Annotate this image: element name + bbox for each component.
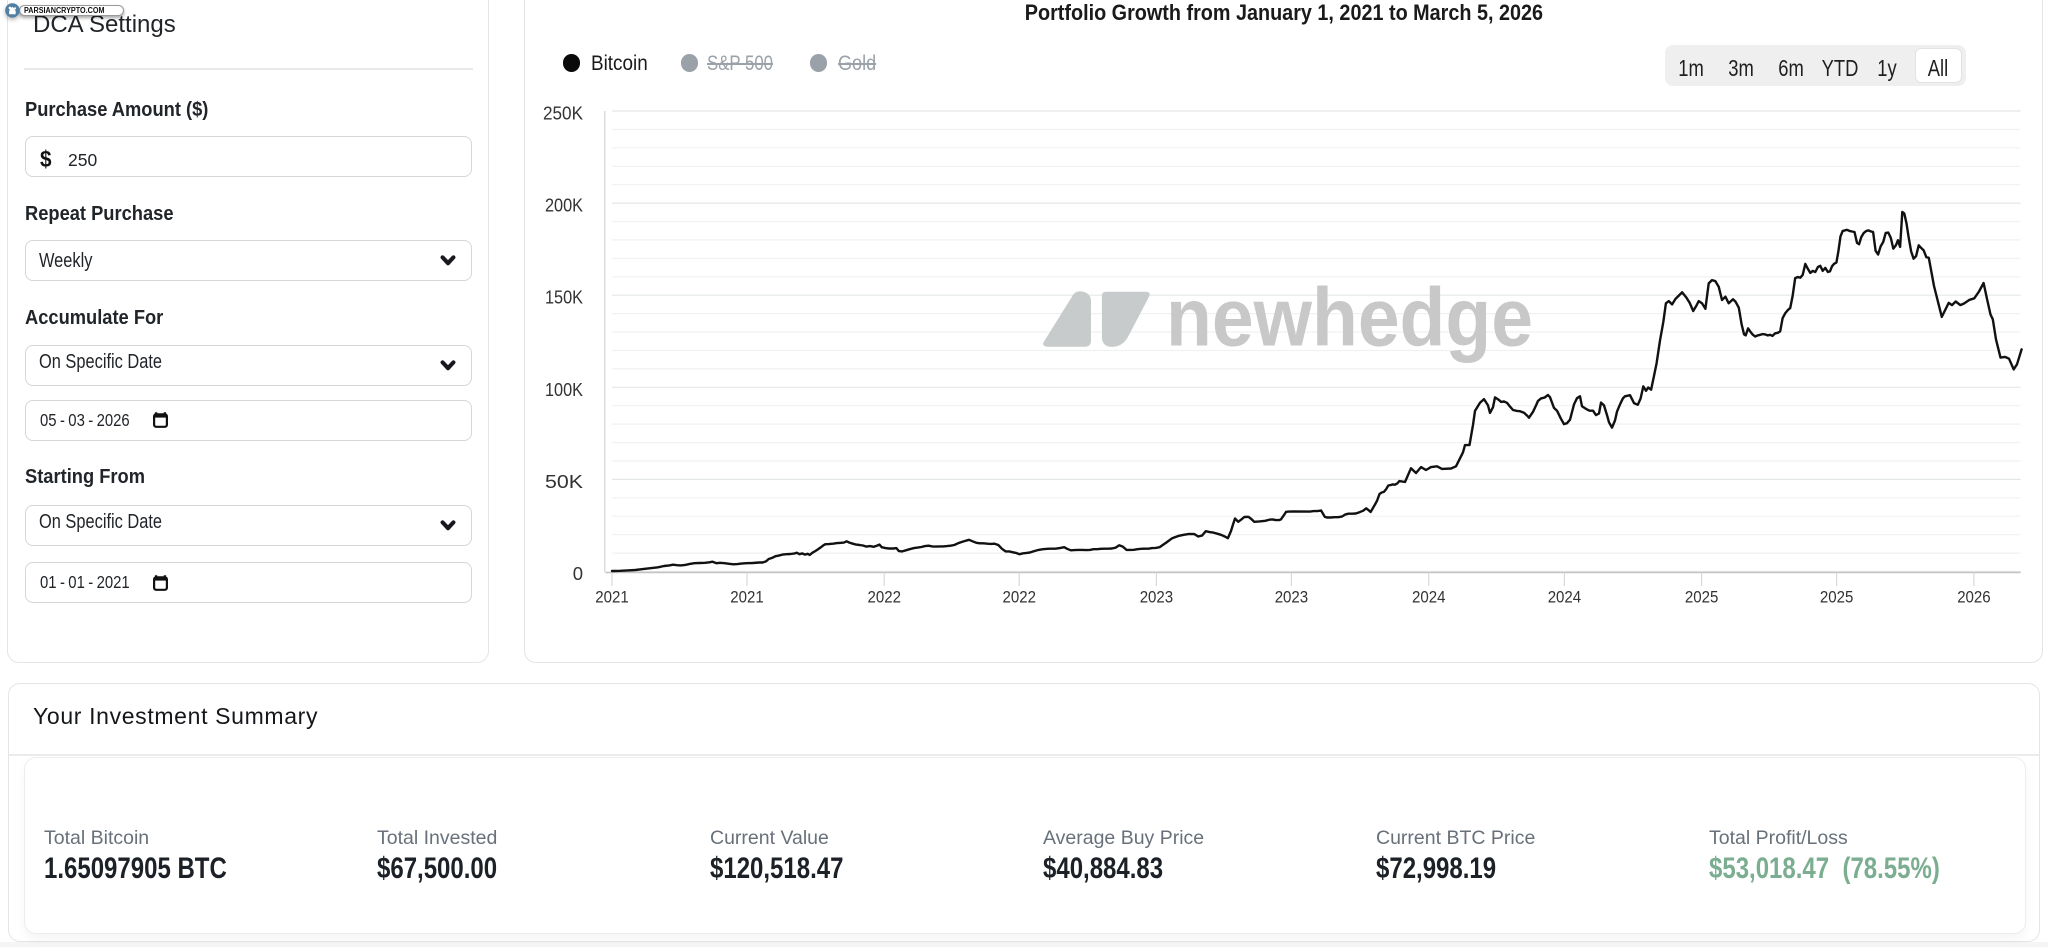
svg-text:0: 0: [573, 563, 583, 584]
svg-text:200K: 200K: [545, 195, 584, 216]
svg-text:2025: 2025: [1820, 588, 1854, 607]
svg-text:2021: 2021: [595, 588, 629, 607]
svg-text:2023: 2023: [1140, 588, 1174, 607]
svg-text:2021: 2021: [730, 588, 764, 607]
svg-text:150K: 150K: [545, 287, 584, 308]
svg-text:2022: 2022: [868, 588, 902, 607]
svg-text:250K: 250K: [543, 103, 584, 124]
svg-text:2022: 2022: [1003, 588, 1037, 607]
svg-text:100K: 100K: [545, 379, 584, 400]
svg-text:50K: 50K: [545, 471, 584, 492]
svg-text:2025: 2025: [1685, 588, 1719, 607]
svg-text:2024: 2024: [1412, 588, 1446, 607]
svg-text:2024: 2024: [1548, 588, 1582, 607]
svg-text:2023: 2023: [1275, 588, 1309, 607]
svg-text:newhedge: newhedge: [1166, 271, 1533, 364]
svg-text:2026: 2026: [1957, 588, 1991, 607]
